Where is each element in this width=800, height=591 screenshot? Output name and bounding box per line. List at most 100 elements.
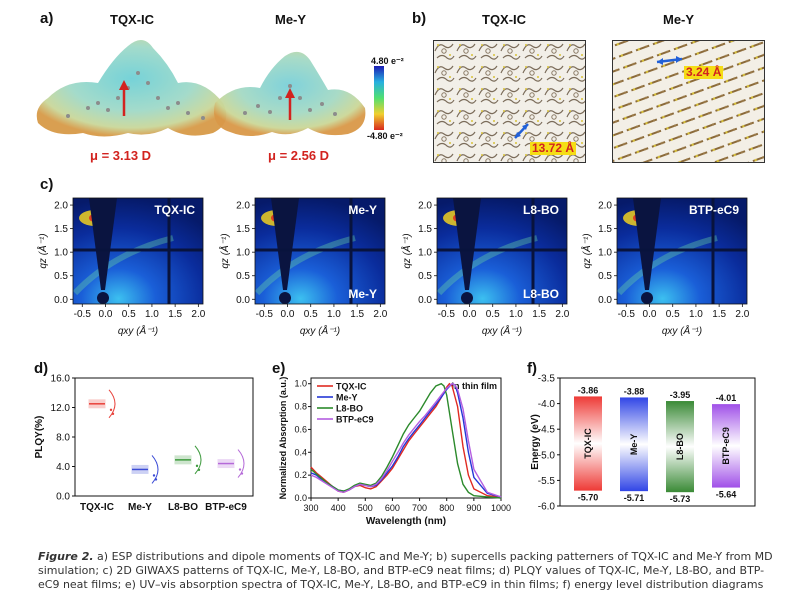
material-label: BTP-eC9	[721, 427, 731, 465]
plqy-chart: 0.0 4.0 8.0 12.0 16.0 PLQY(%) TQX-IC Me-Y L8-BO B…	[34, 374, 254, 513]
x-tick-label: 0.5	[666, 309, 680, 320]
y-tick-label: 1.5	[54, 224, 68, 235]
plqy-point	[238, 468, 242, 471]
esp-colorbar	[374, 66, 384, 130]
y-tick-label: -5.0	[538, 450, 556, 461]
x-tick-label: 1.0	[689, 309, 703, 320]
supercell-me-y	[612, 40, 765, 163]
material-label: TQX-IC	[583, 428, 593, 459]
x-tick-label: 1.5	[168, 309, 182, 320]
x-tick-label: 0.0	[99, 309, 113, 320]
plqy-point	[154, 478, 158, 481]
series-line-btp-ec9	[310, 382, 502, 498]
beamstop	[461, 292, 473, 304]
x-tick-label: 0.0	[281, 309, 295, 320]
x-tick-label: 0.0	[643, 309, 657, 320]
x-axis-label: Wavelength (nm)	[366, 516, 446, 527]
md-title-me-y: Me-Y	[663, 12, 695, 27]
dipole-me-y: μ = 2.56 D	[268, 148, 330, 163]
chart-title: In thin film	[452, 381, 498, 391]
beam-shadow	[271, 198, 299, 290]
energy-level-chart: -3.5 -4.0 -4.5 -5.0 -5.5 -6.0 Energy (eV) -3.86…	[530, 374, 756, 513]
distance-me-y: 3.24 Å	[684, 65, 724, 79]
colorbar-top-label: 4.80 e⁻²	[371, 56, 404, 66]
y-axis-label: qz (Å⁻¹)	[400, 233, 413, 268]
y-tick-label: 0.5	[598, 271, 612, 282]
series-line-l8-bo	[310, 382, 502, 499]
lumo-label: -4.01	[716, 393, 737, 403]
x-tick-label: -0.5	[74, 309, 92, 320]
homo-label: -5.73	[670, 494, 691, 504]
y-tick-label: -4.0	[538, 399, 556, 410]
x-tick-label: -0.5	[438, 309, 456, 320]
plqy-point	[152, 474, 156, 477]
energy-bar-tqx-ic	[574, 396, 602, 491]
x-tick-label: 1.0	[509, 309, 523, 320]
giwaxs-title: Me-Y	[348, 203, 377, 217]
y-tick-label: 2.0	[54, 201, 68, 212]
esp-map-me-y	[214, 51, 366, 136]
energy-bar-me-y	[620, 397, 648, 492]
x-tick-label: 1.0	[327, 309, 341, 320]
y-axis-label: Normalized Absorption (a.u.)	[278, 377, 288, 500]
y-tick-label: 2.0	[236, 201, 250, 212]
colorbar-bottom-label: -4.80 e⁻²	[367, 131, 403, 141]
y-axis-label: Energy (eV)	[530, 414, 541, 470]
legend-label: BTP-eC9	[336, 415, 374, 425]
y-tick-label: 0.0	[54, 295, 68, 306]
esp-title-me-y: Me-Y	[275, 12, 307, 27]
lumo-label: -3.86	[578, 385, 599, 395]
x-tick-label: -0.5	[618, 309, 636, 320]
y-tick-label: 1.0	[598, 248, 612, 259]
scattering-ring	[436, 235, 538, 296]
category-label: BTP-eC9	[205, 502, 247, 513]
plqy-point	[195, 464, 199, 468]
giwaxs-panel-me-y: 2.0 1.5 1.0 0.5 0.0 -0.5 0.0 0.5 1.0 1.5 2.0 qxy (Å…	[218, 197, 388, 337]
plot-frame	[559, 377, 756, 507]
lumo-label: -3.88	[624, 386, 645, 396]
esp-map-tqx-ic	[36, 39, 227, 137]
absorption-chart: 300 400 500 600 700 800 900 1000 0.0 0.2 0.4 0.6 0.8…	[278, 377, 511, 527]
y-tick-label: 0.0	[56, 492, 70, 503]
plqy-point	[240, 472, 244, 475]
y-tick-label: -3.5	[538, 374, 556, 385]
energy-bar-btp-ec9	[712, 404, 740, 488]
x-axis-label: qxy (Å⁻¹)	[300, 324, 340, 337]
y-axis-label: qz (Å⁻¹)	[36, 233, 49, 268]
category-label: L8-BO	[168, 502, 198, 513]
x-tick-label: 600	[385, 503, 400, 513]
giwaxs-title: L8-BO	[523, 203, 559, 217]
giwaxs-bottom-label: L8-BO	[523, 287, 559, 301]
y-axis-label: qz (Å⁻¹)	[580, 233, 593, 268]
x-tick-label: 2.0	[191, 309, 205, 320]
beamstop	[97, 292, 109, 304]
y-tick-label: 1.5	[236, 224, 250, 235]
y-tick-label: 8.0	[56, 433, 70, 444]
y-tick-label: 0.6	[294, 424, 307, 434]
giwaxs-frame	[72, 197, 204, 305]
giwaxs-frame	[436, 197, 568, 305]
energy-bar-l8-bo	[666, 401, 694, 493]
plqy-point	[197, 468, 201, 472]
y-tick-label: 1.0	[54, 248, 68, 259]
y-tick-label: 2.0	[598, 201, 612, 212]
homo-label: -5.64	[716, 490, 737, 500]
y-tick-label: 0.5	[236, 271, 250, 282]
category-label: Me-Y	[128, 502, 152, 513]
giwaxs-panel-btp-ec9: 2.0 1.5 1.0 0.5 0.0 -0.5 0.0 0.5 1.0 1.5 2.0 qxy (Å…	[580, 197, 750, 337]
legend-label: TQX-IC	[336, 382, 367, 392]
x-tick-label: 800	[439, 503, 454, 513]
x-tick-label: 500	[358, 503, 373, 513]
y-tick-label: 0.0	[294, 493, 307, 503]
y-tick-label: 4.0	[56, 462, 70, 473]
x-tick-label: 0.5	[304, 309, 318, 320]
plqy-distribution	[108, 389, 116, 419]
x-tick-label: 1.5	[532, 309, 546, 320]
y-tick-label: 1.0	[294, 379, 307, 389]
beam-shadow	[453, 198, 481, 290]
material-label: Me-Y	[629, 434, 639, 456]
distance-tqx-ic: 13.72 Å	[530, 141, 577, 155]
md-title-tqx-ic: TQX-IC	[482, 12, 527, 27]
x-tick-label: 2.0	[735, 309, 749, 320]
y-tick-label: 1.5	[598, 224, 612, 235]
